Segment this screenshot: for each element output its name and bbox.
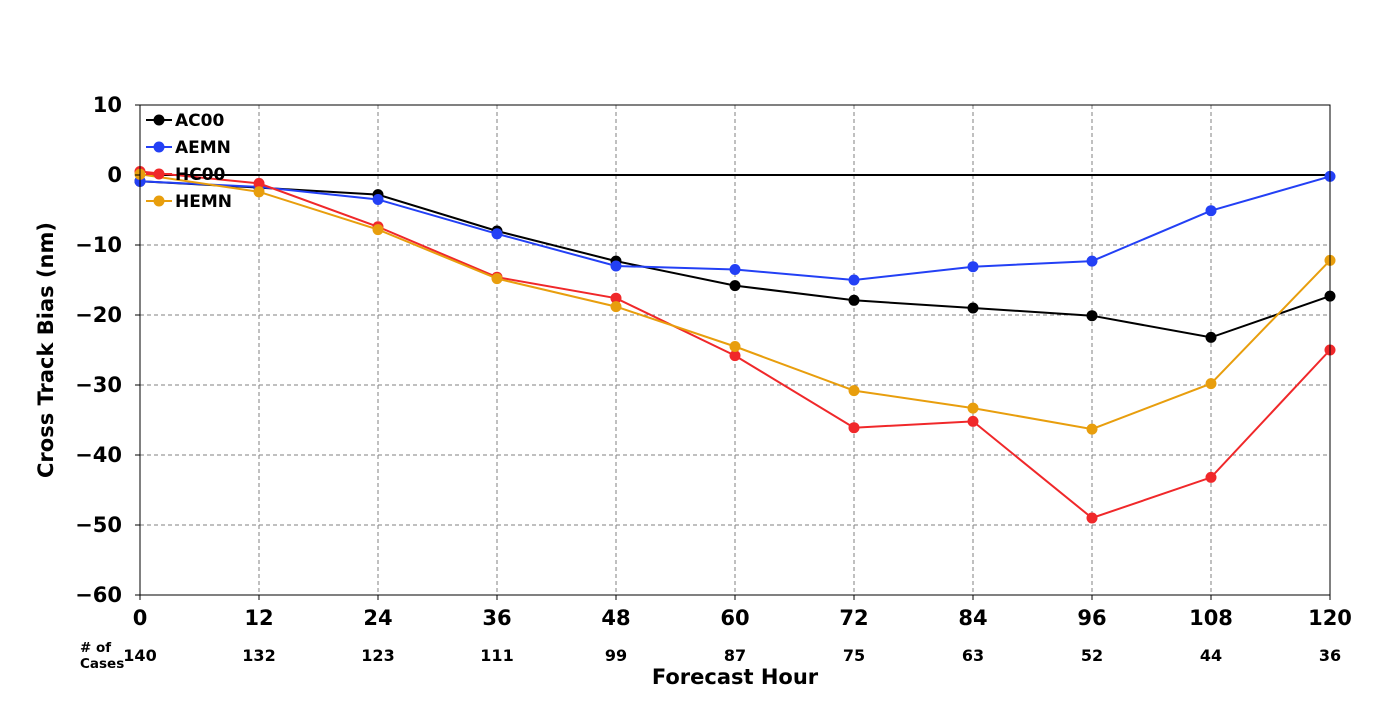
cases-row-title: # of Cases	[80, 640, 124, 672]
data-point-ac00	[729, 280, 741, 292]
data-point-hemn	[491, 273, 503, 285]
y-axis-label: Cross Track Bias (nm)	[34, 222, 58, 478]
data-point-aemn	[1086, 255, 1098, 267]
data-point-hemn	[610, 301, 622, 313]
y-tick-label: −10	[75, 233, 122, 257]
legend-swatch-marker	[153, 141, 165, 153]
data-point-hc00	[1086, 512, 1098, 524]
x-tick-label: 24	[363, 606, 392, 630]
data-point-hc00	[253, 177, 265, 189]
x-tick-label: 48	[601, 606, 630, 630]
tick-layer: 0 140 12 132 24 123 36 111 48 99 60 87 72 75 84 63 96 52 1…	[75, 93, 1352, 672]
x-tick-label: 84	[958, 606, 987, 630]
x-tick-label: 60	[720, 606, 749, 630]
data-point-ac00	[1086, 310, 1098, 322]
y-tick-label: −30	[75, 373, 122, 397]
data-point-aemn	[491, 228, 503, 240]
case-count-label: 99	[605, 646, 627, 665]
y-tick-label: 10	[93, 93, 122, 117]
case-count-label: 140	[123, 646, 156, 665]
x-tick-label: 72	[839, 606, 868, 630]
case-count-label: 36	[1319, 646, 1341, 665]
data-point-hemn	[967, 402, 979, 414]
data-point-hc00	[610, 292, 622, 304]
legend-label: HEMN	[175, 192, 232, 212]
y-tick-label: −40	[75, 443, 122, 467]
data-point-hc00	[729, 350, 741, 362]
case-count-label: 132	[242, 646, 275, 665]
legend-item-hc00: HC00	[146, 165, 226, 185]
data-point-aemn	[848, 274, 860, 286]
case-count-label: 63	[962, 646, 984, 665]
y-tick-label: 0	[107, 163, 122, 187]
x-tick-label: 120	[1308, 606, 1352, 630]
data-point-hemn	[1086, 423, 1098, 435]
data-point-aemn	[1205, 205, 1217, 217]
data-point-hemn	[372, 224, 384, 236]
legend-item-ac00: AC00	[146, 111, 224, 131]
y-tick-label: −20	[75, 303, 122, 327]
data-point-hc00	[848, 422, 860, 434]
data-point-aemn	[610, 260, 622, 272]
legend-swatch-marker	[153, 168, 165, 180]
x-tick-label: 108	[1189, 606, 1233, 630]
data-point-hemn	[1205, 378, 1217, 390]
x-tick-label: 96	[1077, 606, 1106, 630]
x-tick-label: 12	[244, 606, 273, 630]
legend-swatch-marker	[153, 195, 165, 207]
data-point-hemn	[729, 341, 741, 352]
case-count-label: 87	[724, 646, 746, 665]
series-aemn	[134, 170, 1336, 286]
legend-swatch-marker	[153, 114, 165, 126]
data-point-hemn	[848, 385, 860, 397]
series-layer	[134, 166, 1336, 524]
data-point-hemn	[253, 186, 265, 198]
data-point-hc00	[967, 415, 979, 427]
data-point-aemn	[372, 194, 384, 205]
case-count-label: 52	[1081, 646, 1103, 665]
data-point-aemn	[967, 261, 979, 273]
legend-item-hemn: HEMN	[146, 192, 232, 212]
data-point-ac00	[967, 302, 979, 314]
case-count-label: 44	[1200, 646, 1222, 665]
legend-item-aemn: AEMN	[146, 138, 231, 158]
data-point-hc00	[1205, 471, 1217, 483]
legend-label: AC00	[175, 111, 224, 131]
data-point-aemn	[729, 264, 741, 275]
x-tick-label: 36	[482, 606, 511, 630]
data-point-ac00	[1205, 331, 1217, 343]
data-point-ac00	[848, 294, 860, 306]
x-tick-label: 0	[133, 606, 148, 630]
case-count-label: 123	[361, 646, 394, 665]
legend-layer: AC00 AEMN HC00 HEMN	[146, 111, 232, 212]
y-tick-label: −50	[75, 513, 122, 537]
legend-label: HC00	[175, 165, 226, 185]
legend-label: AEMN	[175, 138, 231, 158]
case-count-label: 111	[480, 646, 513, 665]
series-hemn	[134, 168, 1336, 435]
x-axis-label: Forecast Hour	[652, 665, 819, 689]
y-tick-label: −60	[75, 583, 122, 607]
case-count-label: 75	[843, 646, 865, 665]
